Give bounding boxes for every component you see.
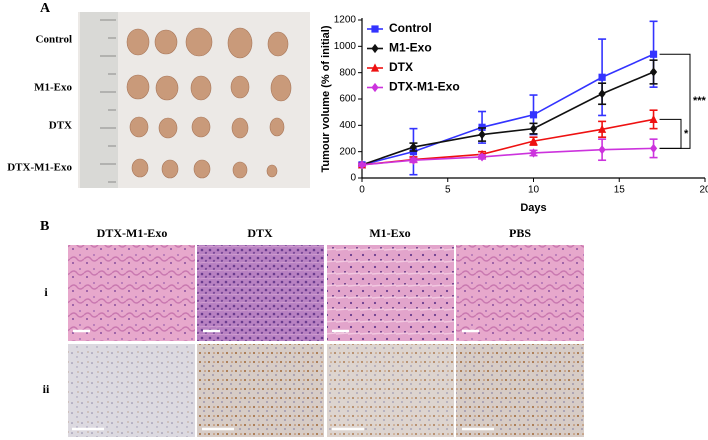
legend-marker (371, 82, 379, 93)
x-tick-label: 0 (359, 185, 365, 196)
marker (409, 155, 418, 165)
x-tick-label: 15 (614, 185, 626, 196)
y-tick-label: 0 (350, 173, 356, 184)
panel-label: B (40, 219, 49, 234)
marker (649, 67, 658, 77)
series-line (361, 53, 654, 166)
marker (478, 152, 486, 162)
column-label: DTX (247, 226, 273, 240)
legend-label: Control (389, 21, 432, 35)
legend-label: DTX (389, 60, 413, 74)
significance-bracket (659, 118, 682, 149)
row-label: DTX-M1-Exo (7, 162, 72, 174)
y-tick-label: 400 (339, 120, 356, 131)
ruler-ticks (100, 19, 116, 183)
legend-label: M1-Exo (389, 41, 432, 55)
y-tick-label: 600 (339, 94, 356, 105)
row-label: ii (43, 382, 50, 396)
x-tick-label: 5 (445, 185, 451, 196)
marker (649, 114, 658, 124)
row-label: M1-Exo (34, 82, 72, 94)
marker (529, 136, 538, 145)
y-tick-label: 800 (339, 67, 356, 78)
x-tick-label: 10 (528, 185, 540, 196)
column-label: DTX-M1-Exo (97, 226, 168, 240)
marker (649, 143, 658, 153)
tumors (126, 27, 292, 179)
marker (358, 160, 366, 170)
y-tick-label: 1000 (334, 41, 357, 52)
marker (529, 111, 538, 119)
annotation: *** (693, 95, 707, 107)
legend-label: DTX-M1-Exo (389, 80, 460, 94)
legend-marker (371, 25, 379, 33)
y-tick-label: 1200 (334, 15, 357, 26)
y-tick-label: 200 (339, 146, 356, 157)
marker (478, 129, 486, 140)
row-label: DTX (49, 120, 72, 132)
marker (409, 142, 418, 152)
scale-bars (72, 329, 494, 431)
column-label: M1-Exo (369, 226, 410, 240)
row-label: i (44, 285, 48, 299)
histology (68, 245, 584, 437)
series-line (361, 118, 654, 166)
marker (598, 73, 606, 81)
marker (649, 50, 658, 58)
series-line (361, 147, 654, 166)
x-tick-label: 20 (699, 185, 708, 196)
marker (598, 89, 606, 99)
marker (598, 145, 606, 155)
y-axis-label: Tumour volume (% of initial) (320, 25, 332, 172)
row-label: Control (36, 34, 72, 46)
series-line (361, 71, 654, 166)
ruler (80, 12, 118, 188)
marker (598, 124, 607, 133)
legend-marker (371, 43, 379, 54)
marker (529, 148, 538, 158)
x-axis-label: Days (520, 202, 546, 214)
marker (529, 124, 538, 134)
legend-marker (370, 63, 380, 72)
annotation: * (684, 128, 689, 140)
panel-label: A (40, 1, 51, 16)
column-label: PBS (509, 226, 531, 240)
